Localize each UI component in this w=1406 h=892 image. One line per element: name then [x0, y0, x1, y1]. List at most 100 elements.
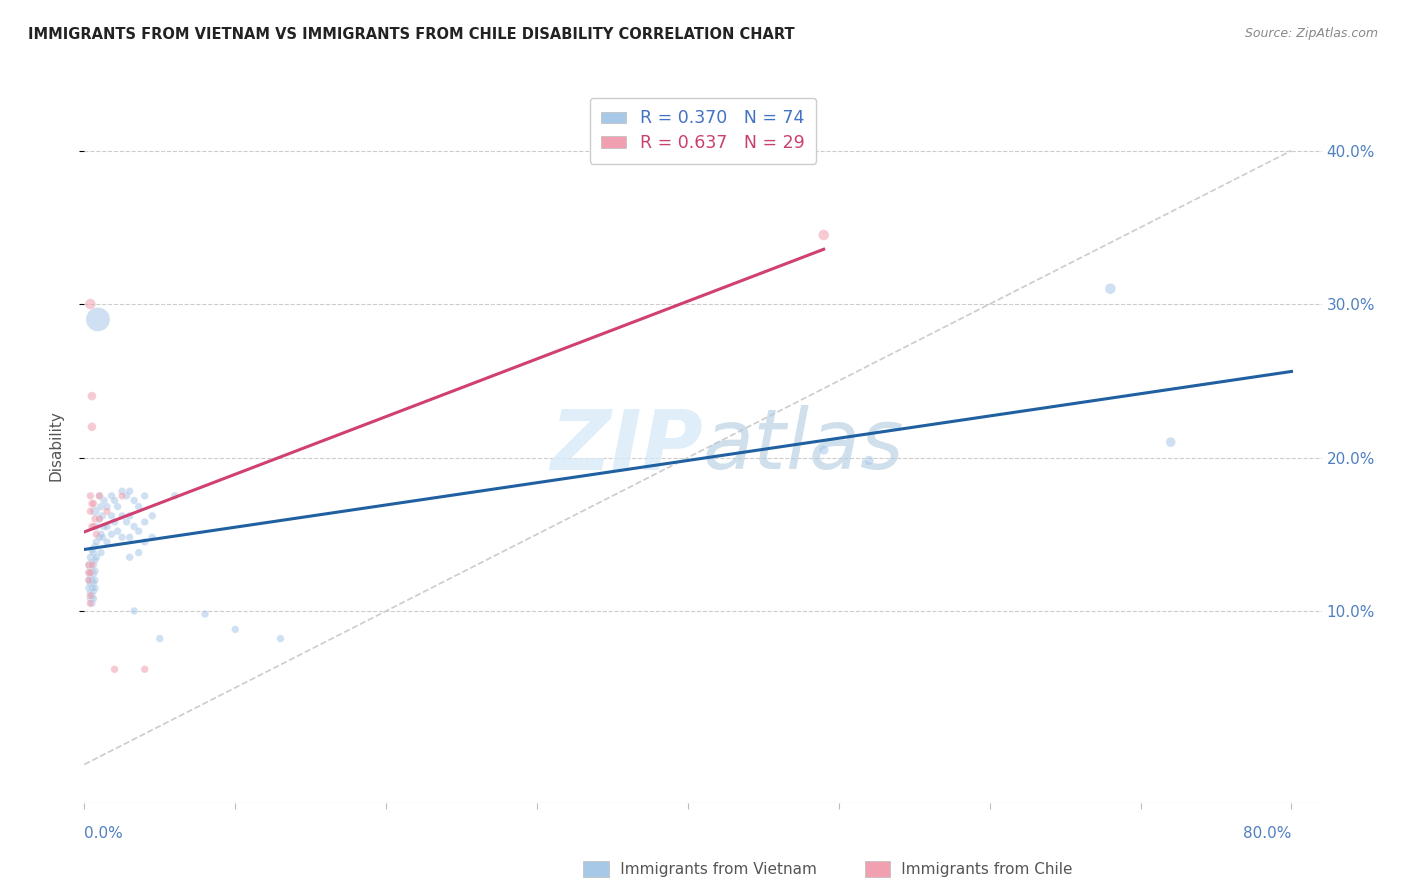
Point	[79, 589, 101, 603]
Point	[77, 574, 100, 588]
Point	[96, 535, 118, 549]
Point	[82, 519, 104, 533]
Point	[90, 546, 112, 560]
Point	[79, 596, 101, 610]
Point	[84, 553, 107, 567]
Point	[80, 519, 103, 533]
Point	[134, 662, 156, 676]
Text: Source: ZipAtlas.com: Source: ZipAtlas.com	[1244, 27, 1378, 40]
Text: Immigrants from Chile: Immigrants from Chile	[872, 863, 1073, 877]
Point	[93, 519, 115, 533]
Point	[87, 312, 110, 326]
Point	[118, 530, 141, 544]
Point	[79, 297, 101, 311]
Point	[96, 519, 118, 533]
Point	[80, 542, 103, 557]
Point	[111, 484, 134, 499]
Point	[84, 504, 107, 518]
Point	[122, 519, 145, 533]
Point	[96, 500, 118, 514]
Point	[134, 515, 156, 529]
Point	[115, 515, 138, 529]
Point	[103, 515, 125, 529]
Point	[79, 489, 101, 503]
Point	[163, 489, 186, 503]
Point	[80, 558, 103, 572]
Point	[91, 508, 114, 523]
Point	[79, 566, 101, 580]
Point	[80, 581, 103, 595]
Bar	[865, 861, 890, 877]
Point	[128, 546, 150, 560]
Point	[813, 442, 835, 457]
Point	[77, 558, 100, 572]
Point	[103, 493, 125, 508]
Point	[84, 564, 107, 578]
Point	[80, 574, 103, 588]
Text: atlas: atlas	[703, 406, 904, 486]
Point	[128, 500, 150, 514]
Point	[86, 550, 108, 565]
Point	[80, 419, 103, 434]
Point	[89, 530, 111, 544]
Point	[141, 508, 163, 523]
Point	[79, 591, 101, 606]
Text: ZIP: ZIP	[550, 406, 703, 486]
Point	[80, 564, 103, 578]
Point	[89, 489, 111, 503]
Point	[134, 535, 156, 549]
Point	[79, 561, 101, 575]
Point	[107, 500, 129, 514]
Point	[77, 566, 100, 580]
Point	[91, 530, 114, 544]
Point	[89, 512, 111, 526]
Point	[107, 524, 129, 538]
Point	[77, 558, 100, 572]
Point	[82, 576, 104, 591]
Point	[96, 504, 118, 518]
Point	[111, 489, 134, 503]
Point	[79, 550, 101, 565]
Point	[1099, 282, 1122, 296]
Point	[118, 550, 141, 565]
Point	[84, 540, 107, 554]
Point	[82, 497, 104, 511]
Point	[82, 584, 104, 599]
Point	[118, 484, 141, 499]
Point	[118, 508, 141, 523]
Point	[89, 512, 111, 526]
Point	[103, 662, 125, 676]
Point	[80, 389, 103, 403]
Point	[128, 524, 150, 538]
Point	[89, 489, 111, 503]
Point	[79, 585, 101, 599]
Point	[86, 527, 108, 541]
Point	[80, 497, 103, 511]
Point	[1160, 435, 1182, 450]
Point	[270, 632, 292, 646]
Point	[115, 489, 138, 503]
Point	[82, 558, 104, 572]
Point	[141, 530, 163, 544]
Legend: R = 0.370   N = 74, R = 0.637   N = 29: R = 0.370 N = 74, R = 0.637 N = 29	[589, 97, 817, 163]
Point	[194, 607, 217, 621]
Point	[79, 570, 101, 584]
Point	[77, 574, 100, 588]
Point	[86, 535, 108, 549]
Point	[93, 493, 115, 508]
Point	[90, 527, 112, 541]
Point	[100, 527, 122, 541]
Point	[100, 489, 122, 503]
Point	[84, 512, 107, 526]
Point	[80, 589, 103, 603]
Point	[80, 555, 103, 569]
Point	[84, 581, 107, 595]
Point	[813, 227, 835, 242]
Point	[90, 500, 112, 514]
Point	[77, 566, 100, 580]
Point	[79, 576, 101, 591]
Point	[100, 508, 122, 523]
Point	[82, 546, 104, 560]
Point	[82, 591, 104, 606]
Y-axis label: Disability: Disability	[49, 410, 63, 482]
